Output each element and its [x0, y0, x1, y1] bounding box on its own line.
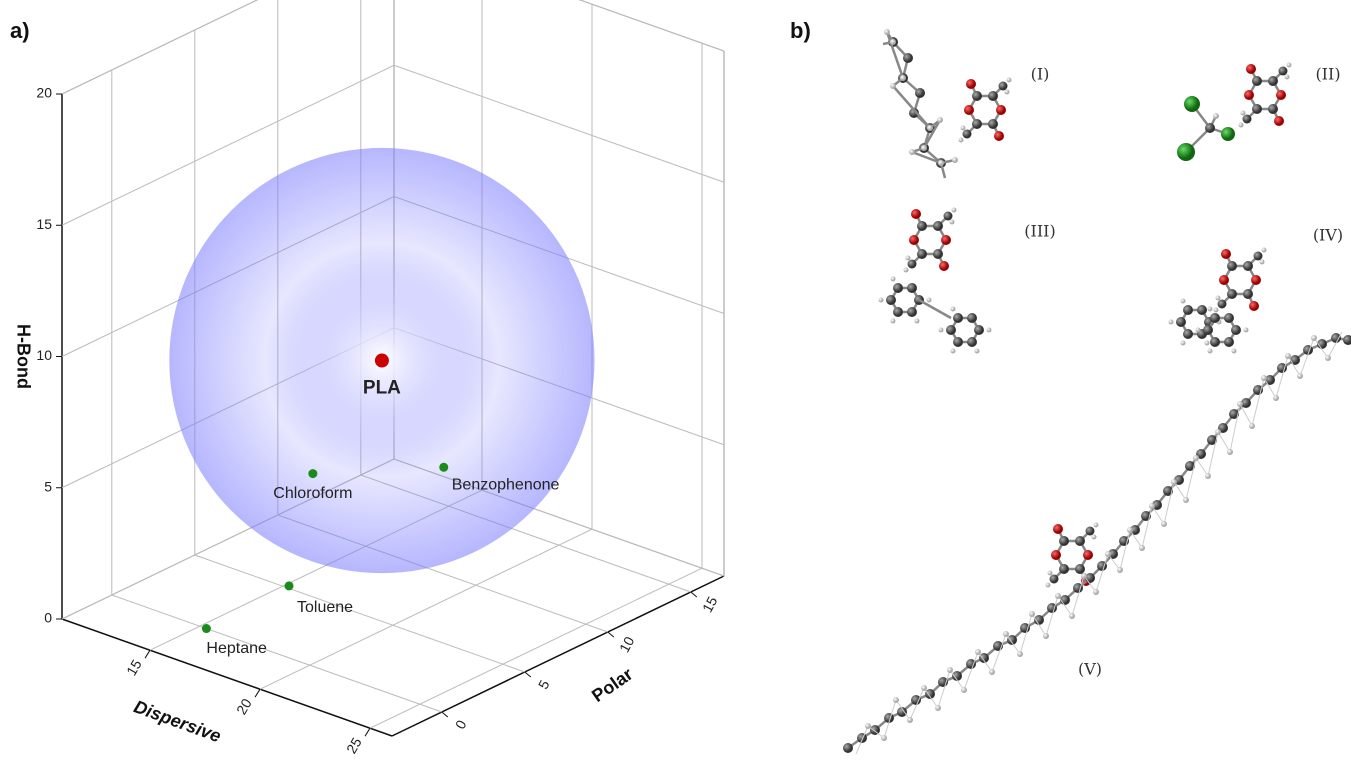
- x-tick-label: 15: [123, 657, 145, 679]
- axis-frame: [394, 0, 724, 51]
- tick-mark: [145, 650, 150, 658]
- tick-mark: [442, 712, 448, 717]
- z-tick-label: 0: [44, 610, 52, 626]
- molecule: [879, 277, 932, 324]
- z-tick-label: 10: [36, 347, 52, 363]
- z-tick-label: 20: [36, 85, 52, 101]
- y-tick-label: 15: [699, 594, 721, 615]
- data-point: [375, 354, 389, 368]
- data-point: [308, 469, 317, 478]
- molecule: [856, 332, 1342, 754]
- molecule: [848, 338, 1348, 748]
- tick-mark: [608, 632, 614, 637]
- molecule-label: (I): [1031, 65, 1050, 84]
- molecule-label: (V): [1078, 660, 1102, 679]
- y-tick-label: 0: [452, 717, 470, 732]
- data-point: [202, 624, 211, 633]
- y-tick-label: 5: [535, 677, 553, 692]
- point-label: Benzophenone: [452, 476, 560, 493]
- chart-3d: 0 5 10 15 20 15 20 25 0 5 10 15 Dispersive Polar H-Bon…: [13, 0, 724, 756]
- molecule: [1214, 248, 1267, 313]
- figure: 0 5 10 15 20 15 20 25 0 5 10 15 Dispersive Polar H-Bon…: [0, 0, 1351, 760]
- point-label: Toluene: [297, 599, 353, 616]
- molecule: [959, 78, 1012, 143]
- molecules: (I) (II) (III) (IV) (V): [848, 32, 1348, 754]
- x-tick-label: 20: [233, 696, 255, 718]
- grid-line: [394, 0, 724, 51]
- tick-mark: [691, 592, 697, 597]
- z-tick-label: 5: [44, 478, 52, 494]
- data-point: [439, 463, 448, 472]
- panel-label: a): [10, 18, 30, 43]
- molecule: [939, 307, 992, 354]
- x-axis-label: Dispersive: [131, 696, 223, 746]
- tick-mark: [255, 689, 260, 697]
- tick-mark: [365, 728, 370, 736]
- molecule-label: (III): [1024, 222, 1055, 241]
- data-point: [285, 581, 294, 590]
- molecule: [1239, 63, 1292, 128]
- point-label: Chloroform: [273, 485, 352, 502]
- tick-mark: [525, 672, 531, 677]
- point-label: Heptane: [206, 640, 267, 657]
- z-axis-label: H-Bond: [13, 324, 33, 389]
- molecule-label: (IV): [1313, 226, 1343, 245]
- z-tick-label: 15: [36, 216, 52, 232]
- point-label: PLA: [363, 378, 401, 399]
- y-axis-label: Polar: [588, 664, 636, 706]
- axis-line: [62, 619, 392, 736]
- molecule: [904, 208, 957, 273]
- panel-label: b): [790, 18, 811, 43]
- molecule-label: (II): [1315, 65, 1340, 84]
- x-tick-label: 25: [343, 735, 365, 757]
- y-tick-label: 10: [616, 634, 638, 655]
- molecule: [893, 42, 941, 163]
- molecule: [883, 32, 955, 178]
